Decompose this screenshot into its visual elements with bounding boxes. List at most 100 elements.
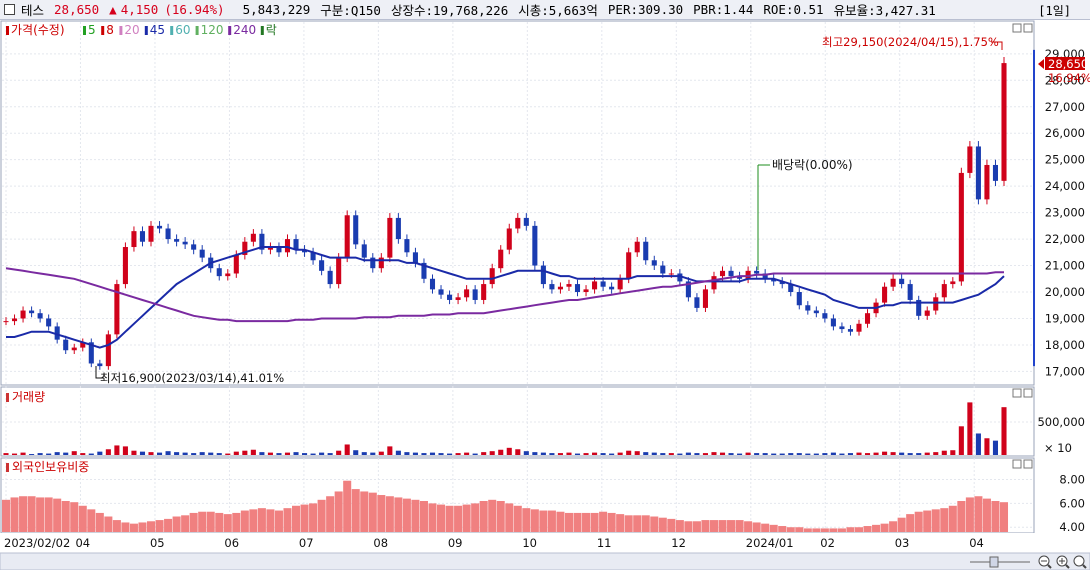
price-candle: [950, 281, 956, 285]
foreign-ratio-bar: [454, 505, 463, 532]
price-candle: [63, 339, 69, 351]
legend-label: 5: [88, 23, 96, 37]
foreign-ratio-bar: [326, 496, 335, 532]
volume-bar: [566, 452, 572, 455]
volume-bar: [668, 453, 674, 455]
foreign-panel-buttons[interactable]: [1012, 459, 1033, 469]
price-candle: [941, 284, 947, 298]
foreign-ratio-bar: [19, 496, 28, 532]
foreign-ratio-bar: [786, 527, 795, 532]
volume-bar: [242, 450, 248, 455]
price-legend: 가격(수정) 5 8 20 45 60 120 240 락: [6, 23, 277, 37]
foreign-ratio-bar: [360, 491, 369, 532]
price-panel: [0, 20, 1035, 386]
price-candle: [830, 318, 836, 327]
x-tick-label: 04: [75, 536, 90, 550]
scroll-bar[interactable]: [0, 552, 1090, 570]
zoom-out-icon[interactable]: [1038, 555, 1052, 569]
price-candle: [856, 323, 862, 332]
zoom-slider[interactable]: [970, 556, 1030, 568]
volume-bar: [830, 452, 836, 455]
price-candle: [46, 318, 52, 327]
price-candle: [958, 172, 964, 282]
high-annotation: 최고29,150(2024/04/15),1.75%: [822, 35, 999, 49]
volume-bar: [899, 452, 905, 455]
volume-bar: [864, 453, 871, 455]
price-candle: [549, 284, 555, 290]
price-candle: [762, 273, 768, 279]
volume-bar: [856, 452, 862, 455]
price-candle: [20, 310, 26, 319]
foreign-ratio-bar: [121, 522, 130, 532]
price-candle: [523, 217, 529, 226]
volume-bar: [378, 451, 384, 455]
foreign-ratio-bar: [744, 521, 753, 532]
foreign-ratio-bar: [257, 508, 266, 532]
foreign-ratio-bar: [172, 516, 181, 532]
volume-legend-marker: [6, 393, 9, 402]
volume-bar: [182, 452, 188, 455]
foreign-ratio-bar: [667, 518, 676, 532]
price-y-tick-label: 19,000: [1045, 311, 1085, 325]
volume-bar: [250, 449, 256, 455]
price-candle: [404, 239, 410, 253]
foreign-ratio-bar: [61, 501, 70, 532]
foreign-ratio-bar: [266, 509, 275, 532]
price-candle: [29, 310, 35, 314]
volume-bar: [464, 452, 470, 455]
volume-bar: [310, 453, 316, 455]
foreign-ratio-bar: [795, 527, 804, 532]
volume-bar: [677, 453, 683, 455]
volume-bar: [489, 451, 495, 455]
select-checkbox[interactable]: [4, 4, 15, 15]
price-panel-buttons[interactable]: [1012, 23, 1033, 33]
price-candle: [907, 284, 913, 300]
foreign-ratio-bar: [479, 501, 488, 532]
volume-bar: [54, 452, 60, 455]
price-candle: [924, 310, 930, 316]
volume-bar: [805, 453, 811, 455]
foreign-ratio-bar: [428, 503, 437, 532]
price-candle: [455, 297, 461, 300]
foreign-ratio-bar: [539, 510, 548, 532]
price-y-tick-label: 21,000: [1045, 259, 1085, 273]
price-candle: [967, 146, 973, 173]
price-candle: [745, 270, 751, 279]
price-candle: [481, 284, 487, 300]
foreign-ratio-bar: [863, 526, 872, 532]
legend-marker: [119, 26, 123, 35]
zoom-in-icon[interactable]: [1056, 555, 1070, 569]
period-selector[interactable]: [1일]: [1038, 4, 1071, 18]
price-candle: [3, 321, 9, 323]
volume-bar: [626, 450, 632, 455]
volume-bar: [771, 453, 777, 455]
volume-bar: [481, 452, 487, 455]
price-candle: [88, 342, 94, 364]
x-tick-label: 05: [150, 536, 165, 550]
price-candle: [370, 257, 376, 269]
volume-bar: [549, 453, 555, 455]
zoom-reset-icon[interactable]: [1073, 555, 1087, 569]
volume-bar: [37, 453, 43, 455]
volume-panel-buttons[interactable]: [1012, 388, 1033, 398]
volume-bar: [336, 450, 342, 455]
foreign-ratio-bar: [923, 510, 932, 532]
price-candle: [395, 217, 401, 240]
foreign-ratio-bar: [462, 504, 471, 532]
foreign-ratio-bar: [957, 501, 966, 532]
legend-label: 락: [266, 23, 277, 37]
foreign-ratio-bar: [965, 497, 974, 532]
price-candle: [259, 233, 265, 250]
x-tick-label: 11: [597, 536, 612, 550]
volume-bar: [319, 452, 325, 455]
foreign-ratio-bar: [419, 501, 428, 532]
volume-bar: [574, 453, 581, 455]
volume-bar: [950, 450, 956, 455]
price-candle: [37, 313, 43, 319]
foreign-ratio-bar: [232, 512, 241, 532]
price-candle: [574, 284, 581, 293]
foreign-ratio-bar: [146, 521, 156, 532]
foreign-ratio-bar: [95, 512, 104, 532]
volume-bar: [225, 453, 231, 455]
price-candle: [677, 273, 683, 282]
